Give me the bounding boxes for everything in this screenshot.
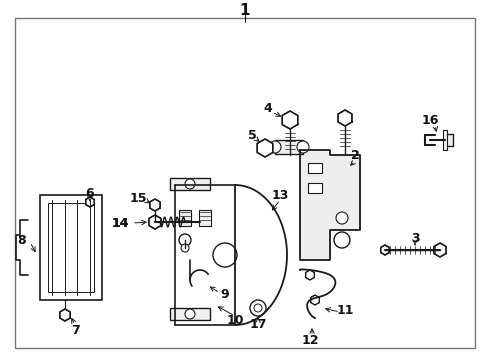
Circle shape: [179, 234, 191, 246]
Text: 2: 2: [351, 149, 359, 162]
Text: 5: 5: [247, 129, 256, 141]
Bar: [170, 178, 210, 190]
Bar: [443, 130, 447, 150]
Circle shape: [185, 309, 195, 319]
Bar: [48, 203, 94, 292]
Text: 15: 15: [129, 192, 147, 204]
Polygon shape: [434, 243, 446, 257]
Text: 7: 7: [71, 324, 79, 337]
Polygon shape: [60, 309, 70, 321]
Bar: [308, 163, 322, 173]
Text: 17: 17: [249, 319, 267, 332]
Text: 3: 3: [411, 231, 419, 244]
Polygon shape: [311, 295, 319, 305]
Polygon shape: [282, 111, 298, 129]
Bar: [179, 210, 191, 226]
Circle shape: [297, 141, 309, 153]
Text: 12: 12: [301, 333, 319, 346]
Polygon shape: [381, 245, 390, 255]
Polygon shape: [306, 270, 314, 280]
Text: 14: 14: [111, 216, 129, 230]
Polygon shape: [150, 199, 160, 211]
Bar: [170, 308, 210, 320]
Polygon shape: [300, 150, 360, 260]
Text: 6: 6: [86, 186, 94, 199]
Text: 8: 8: [18, 234, 26, 247]
Text: 1: 1: [240, 3, 250, 18]
Polygon shape: [86, 197, 95, 207]
Bar: [40, 195, 102, 300]
Bar: [445, 134, 453, 146]
Circle shape: [269, 141, 281, 153]
Text: 11: 11: [336, 303, 354, 316]
Text: 16: 16: [421, 113, 439, 126]
Text: 10: 10: [226, 314, 244, 327]
Text: 9: 9: [220, 288, 229, 302]
Circle shape: [213, 243, 237, 267]
Polygon shape: [338, 110, 352, 126]
Circle shape: [334, 232, 350, 248]
Circle shape: [250, 300, 266, 316]
Bar: [199, 210, 211, 226]
Text: 14: 14: [111, 216, 129, 230]
Bar: [308, 183, 322, 193]
Text: 4: 4: [264, 102, 272, 114]
Circle shape: [181, 244, 189, 252]
Circle shape: [336, 212, 348, 224]
Bar: [275, 140, 303, 154]
Text: 13: 13: [271, 189, 289, 202]
Polygon shape: [257, 139, 273, 157]
Polygon shape: [149, 215, 161, 229]
Circle shape: [254, 304, 262, 312]
Circle shape: [185, 179, 195, 189]
